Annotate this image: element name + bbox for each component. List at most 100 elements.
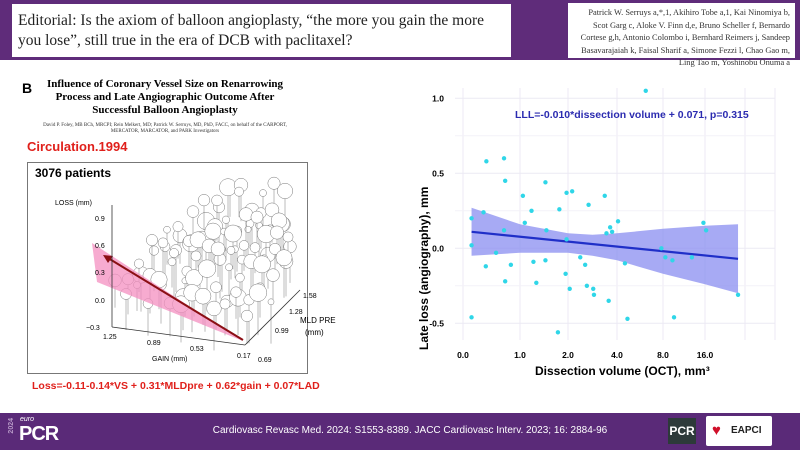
bubble <box>194 287 212 305</box>
bubble <box>269 243 281 255</box>
data-point <box>544 228 549 233</box>
bubble <box>248 283 268 302</box>
trend-arrow <box>107 257 244 341</box>
bubble <box>190 250 202 262</box>
regression-annotation: LLL=-0.010*dissection volume + 0.071, p=… <box>515 109 749 121</box>
y-tick-label: 0.5 <box>432 168 444 178</box>
bubble <box>230 286 242 298</box>
patient-count: 3076 patients <box>35 166 112 180</box>
z-tick: −0.3 <box>86 325 100 332</box>
author-list: Patrick W. Serruys a,*,1, Akihiro Tobe a… <box>568 3 795 67</box>
data-point <box>531 259 536 264</box>
regression-line <box>471 230 739 260</box>
panel-label: B <box>22 80 33 96</box>
bubble <box>219 178 237 197</box>
data-point <box>703 228 709 233</box>
bubble <box>149 245 159 256</box>
tick-labels: 0.0 1.0 2.0 4.0 8.0 16.0 -0.5 0.0 0.5 1.0 <box>429 93 713 360</box>
y-tick-label: 0.0 <box>432 243 444 253</box>
bubble <box>134 258 144 269</box>
bubble <box>235 273 245 283</box>
data-point <box>609 229 615 234</box>
z-tick: 0.9 <box>95 216 105 223</box>
bubble <box>172 221 184 232</box>
x-tick-label: 16.0 <box>697 350 714 360</box>
bubble <box>163 225 171 234</box>
data-point <box>591 292 597 297</box>
data-point <box>502 279 508 284</box>
data-point <box>564 237 569 242</box>
data-point <box>543 258 548 263</box>
data-point <box>543 180 548 185</box>
bubble <box>186 205 200 218</box>
data-point <box>584 283 590 288</box>
data-point <box>602 193 607 198</box>
z-tick: 0.3 <box>95 270 105 277</box>
y-axis-label: Late loss (angiography), mm <box>417 187 431 350</box>
data-point <box>591 286 596 291</box>
bubble <box>244 225 252 233</box>
3d-bubble-plot: LOSS (mm) 0.9 0.6 0.3 0.0 −0.3 1.25 0.89… <box>55 176 336 364</box>
citation: Cardiovasc Revasc Med. 2024: S1553-8389.… <box>212 425 608 436</box>
x-axis-label: Dissection volume (OCT), mm³ <box>535 364 710 378</box>
mld-tick: 0.99 <box>275 328 289 335</box>
bubble <box>206 300 222 317</box>
y-tick-label: -0.5 <box>429 318 444 328</box>
bubble <box>259 189 267 197</box>
data-point <box>469 243 474 248</box>
mld-tick: 0.69 <box>258 357 272 364</box>
bubble <box>204 222 222 240</box>
gain-tick: 0.89 <box>147 340 161 347</box>
data-point <box>606 298 611 303</box>
data-point <box>670 258 675 263</box>
bubble <box>169 248 179 258</box>
bubble <box>226 246 236 255</box>
data-point <box>469 216 474 221</box>
bubble <box>211 194 223 207</box>
slide-title: Editorial: Is the axiom of balloon angio… <box>12 4 511 57</box>
bubble <box>210 241 226 257</box>
data-point <box>569 189 575 194</box>
data-point <box>557 207 562 212</box>
bubble <box>225 263 233 272</box>
x-tick-label: 4.0 <box>611 350 623 360</box>
data-point <box>625 316 630 321</box>
z-tick: 0.6 <box>95 243 105 250</box>
y-tick-label: 1.0 <box>432 93 444 103</box>
bubble <box>197 259 217 278</box>
mld-tick: 1.58 <box>303 293 317 300</box>
bubble <box>210 281 222 293</box>
footer-bar: 2024 euro PCR Cardiovasc Revasc Med. 202… <box>0 413 800 450</box>
data-point <box>493 250 499 255</box>
data-point <box>564 190 569 195</box>
z-tick: 0.0 <box>95 298 105 305</box>
bubble <box>253 255 271 274</box>
bubble <box>267 298 275 306</box>
pcr-logo: PCR <box>668 418 696 444</box>
journal-label: Circulation.1994 <box>27 139 128 154</box>
data-point <box>663 255 668 260</box>
regression-formula: Loss=-0.11-0.14*VS + 0.31*MLDpre + 0.62*… <box>32 380 320 392</box>
data-point <box>483 264 488 269</box>
scatter-chart: 0.0 1.0 2.0 4.0 8.0 16.0 -0.5 0.0 0.5 1.0 LLL=-0.… <box>417 88 776 378</box>
bubble <box>270 225 284 240</box>
bubble <box>197 194 211 207</box>
bubble <box>240 309 254 322</box>
z-axis-label: LOSS (mm) <box>55 200 92 207</box>
eapci-logo: ♥ EAPCI <box>706 416 772 446</box>
data-point <box>481 210 486 215</box>
data-point <box>659 246 664 251</box>
gain-axis-label: GAIN (mm) <box>152 356 187 363</box>
data-point <box>529 208 534 213</box>
data-point <box>671 315 677 320</box>
bubble <box>275 249 293 267</box>
arrow-head <box>103 255 113 263</box>
bubble <box>234 186 244 197</box>
bubble <box>277 183 293 199</box>
bubble <box>282 231 294 243</box>
data-point <box>501 156 507 161</box>
data-point <box>607 225 613 230</box>
bubble <box>238 240 250 251</box>
data-point <box>615 219 621 224</box>
data-point <box>534 280 539 285</box>
